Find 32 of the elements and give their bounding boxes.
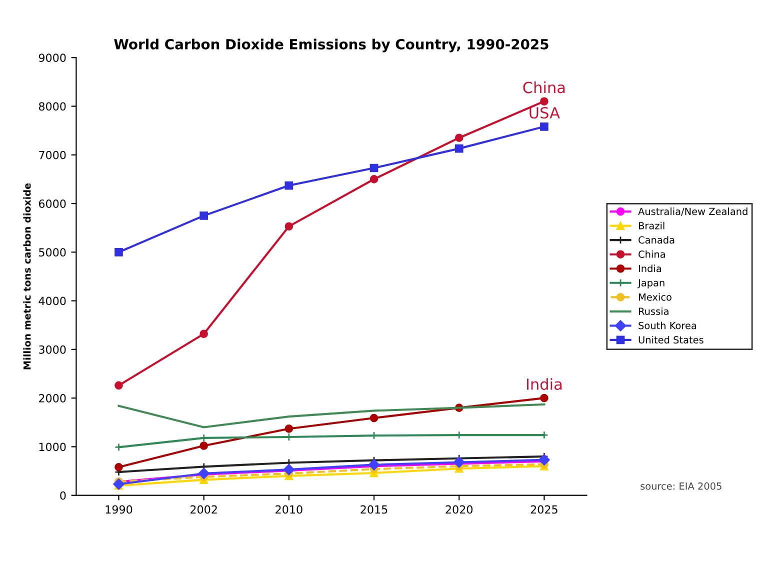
- y-tick-label: 3000: [39, 345, 66, 354]
- y-tick-label: 1000: [39, 442, 66, 452]
- annotation: USA: [530, 106, 560, 119]
- y-tick-label: 5000: [39, 248, 66, 257]
- x-tick-label: 2020: [446, 505, 473, 514]
- legend-label: India: [638, 264, 662, 272]
- legend-label: China: [638, 250, 665, 258]
- source-note: source: EIA 2005: [640, 482, 722, 490]
- y-tick-label: 9000: [38, 54, 66, 62]
- legend-label: United States: [638, 336, 704, 344]
- annotation: China: [523, 81, 565, 94]
- legend-label: Canada: [638, 236, 674, 244]
- chart-title: World Carbon Dioxide Emissions by Country, 1990-2025: [114, 38, 548, 52]
- legend-label: Australia/New Zealand: [638, 208, 748, 216]
- annotation: India: [526, 378, 562, 390]
- x-tick-label: 2010: [276, 505, 302, 514]
- y-tick-label: 6000: [38, 199, 66, 208]
- y-tick-label: 4000: [38, 296, 66, 306]
- y-axis-title: Million metric tons carbon dioxide: [23, 183, 31, 370]
- legend-label: South Korea: [638, 322, 696, 330]
- legend-label: Mexico: [638, 293, 672, 301]
- y-tick-label: 8000: [38, 102, 66, 111]
- x-tick-label: 2015: [360, 505, 388, 514]
- legend-label: Russia: [638, 307, 668, 315]
- legend-label: Japan: [638, 279, 664, 288]
- x-tick-label: 2002: [190, 505, 217, 514]
- y-tick-label: 7000: [39, 150, 66, 160]
- y-tick-label: 2000: [39, 394, 66, 402]
- y-tick-label: 0: [60, 491, 66, 500]
- x-tick-label: 1990: [106, 505, 132, 514]
- legend-label: Brazil: [638, 222, 664, 230]
- x-tick-label: 2025: [530, 505, 558, 514]
